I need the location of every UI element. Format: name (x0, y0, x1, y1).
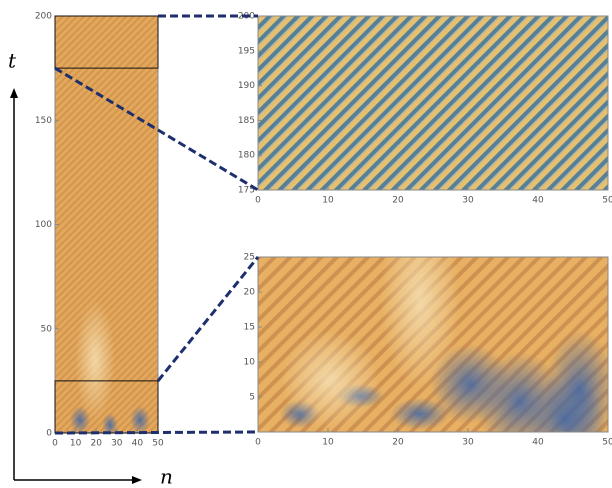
x-tick-label: 40 (532, 438, 544, 448)
y-tick-label: 5 (249, 393, 255, 403)
density-field (258, 16, 608, 190)
axes-arrows (10, 88, 142, 484)
zoom-connector (54, 66, 259, 192)
light (75, 300, 115, 420)
x-tick-label: 30 (462, 196, 474, 206)
blob (102, 413, 118, 433)
y-tick-label: 175 (238, 186, 255, 196)
y-tick-label: 185 (238, 116, 255, 126)
y-tick-label: 25 (244, 253, 255, 263)
x-tick-label: 10 (322, 196, 334, 206)
x-tick-label: 20 (90, 439, 102, 449)
y-tick-label: 150 (35, 116, 52, 126)
x-tick-label: 30 (111, 439, 123, 449)
x-tick-label: 50 (602, 438, 612, 448)
x-tick-label: 40 (132, 439, 144, 449)
x-tick-label: 0 (255, 196, 261, 206)
y-tick-label: 180 (238, 151, 255, 161)
x-tick-label: 40 (532, 196, 544, 206)
y-tick-label: 50 (41, 324, 53, 334)
y-tick-label: 20 (244, 288, 256, 298)
x-tick-label: 0 (52, 439, 58, 449)
zoom-box (54, 15, 159, 69)
frame (257, 256, 609, 433)
blob (545, 330, 608, 432)
y-tick-label: 100 (35, 220, 52, 230)
x-tick-label: 50 (152, 439, 164, 449)
y-tick-label: 190 (238, 81, 255, 91)
x-tick-label: 50 (602, 196, 612, 206)
t-label: t (8, 49, 17, 73)
light (280, 330, 380, 430)
x-tick-label: 0 (255, 438, 261, 448)
light (380, 257, 460, 390)
y-tick-label: 200 (35, 12, 52, 22)
density-features (70, 300, 150, 433)
n-label: n (160, 465, 173, 488)
density-features (280, 257, 608, 432)
x-tick-label: 10 (322, 438, 334, 448)
x-tick-label: 30 (462, 438, 474, 448)
y-tick-label: 195 (238, 46, 255, 56)
y-tick-label: 10 (244, 358, 256, 368)
x-tick-label: 20 (392, 438, 404, 448)
zoom-connector (156, 256, 260, 382)
blob (130, 406, 150, 433)
zoom-connector (54, 430, 259, 435)
y-tick-label: 15 (244, 323, 255, 333)
x-tick-label: 10 (70, 439, 82, 449)
blob (390, 398, 450, 430)
x-tick-label: 20 (392, 196, 404, 206)
frame (257, 15, 609, 191)
blob (70, 406, 90, 433)
y-tick-label: 0 (46, 429, 52, 439)
